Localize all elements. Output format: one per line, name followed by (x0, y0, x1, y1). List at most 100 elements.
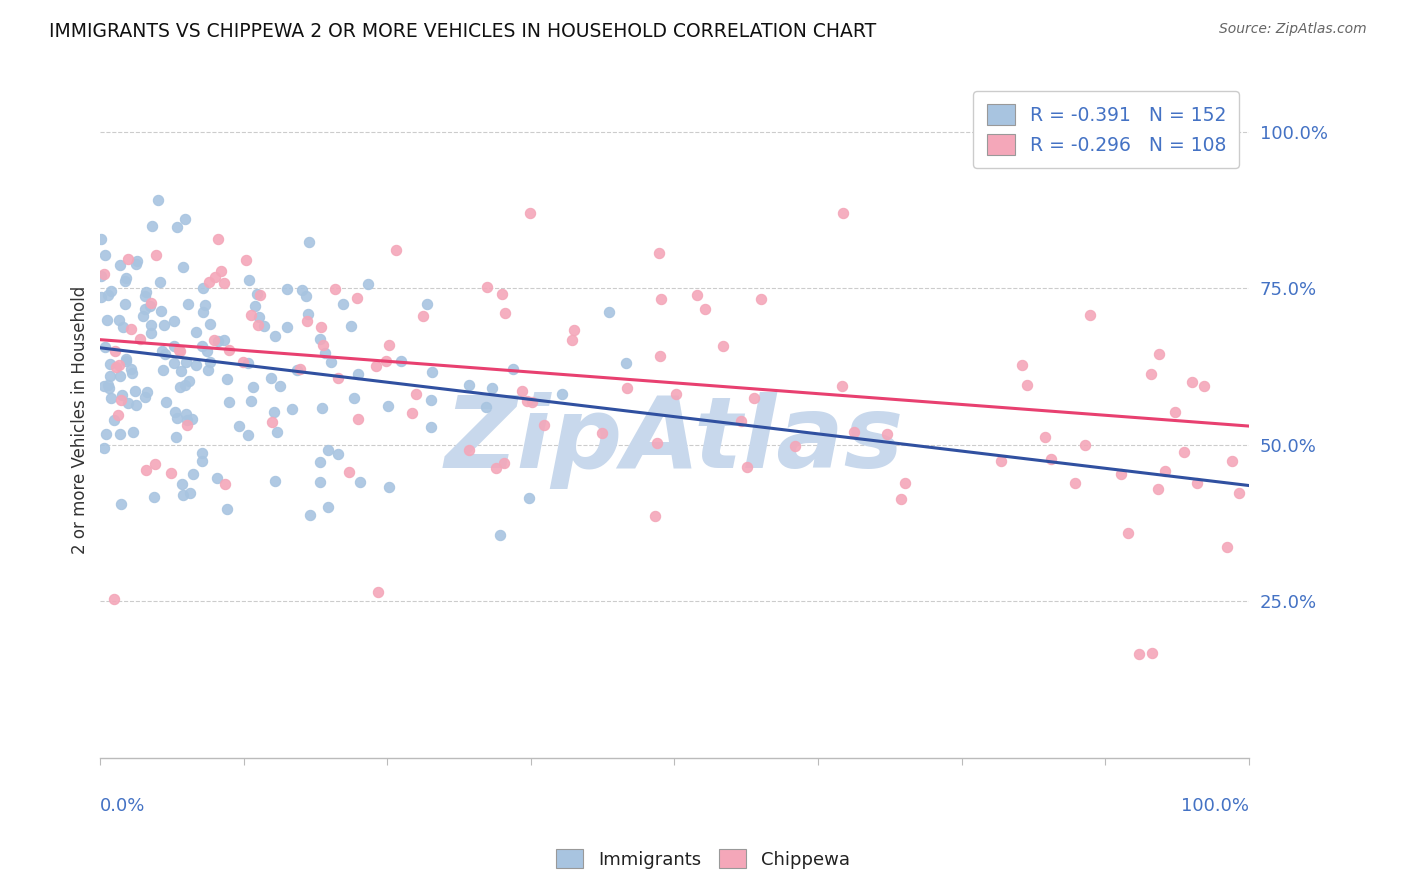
Point (280, 402, 302, 417)
Point (191, 339, 214, 353)
Point (665, 387, 688, 401)
Point (744, 391, 766, 405)
Point (107, 358, 129, 372)
Point (155, 395, 177, 409)
Point (174, 407, 197, 421)
Point (115, 354, 138, 368)
Point (385, 243, 408, 257)
Point (90, 269, 112, 284)
Point (1033, 430, 1056, 444)
Point (551, 387, 574, 401)
Point (489, 527, 512, 541)
Point (522, 394, 544, 409)
Point (253, 318, 276, 333)
Point (212, 277, 235, 291)
Point (202, 333, 225, 347)
Point (181, 412, 204, 426)
Point (1015, 377, 1038, 392)
Point (163, 357, 186, 371)
Point (169, 343, 191, 358)
Point (844, 425, 866, 439)
Point (1109, 467, 1132, 481)
Point (145, 248, 167, 262)
Point (108, 313, 131, 327)
Point (297, 307, 319, 321)
Point (1164, 405, 1187, 419)
Point (197, 363, 219, 377)
Point (172, 476, 194, 491)
Point (367, 584, 389, 599)
Point (100, 391, 122, 405)
Point (737, 460, 759, 475)
Point (491, 286, 513, 301)
Point (412, 310, 434, 324)
Point (165, 430, 187, 444)
Point (485, 461, 508, 475)
Point (103, 413, 125, 427)
Point (311, 401, 333, 415)
Point (200, 355, 222, 369)
Point (893, 476, 915, 491)
Point (214, 477, 236, 491)
Point (1128, 647, 1150, 661)
Point (111, 320, 134, 334)
Point (179, 374, 201, 388)
Point (141, 219, 163, 233)
Point (314, 346, 336, 360)
Point (238, 273, 260, 287)
Point (650, 292, 672, 306)
Point (295, 289, 318, 303)
Point (184, 325, 207, 339)
Point (405, 387, 427, 401)
Text: Source: ZipAtlas.com: Source: ZipAtlas.com (1219, 22, 1367, 37)
Point (97, 377, 120, 392)
Point (209, 264, 232, 278)
Point (215, 372, 238, 386)
Point (1147, 482, 1170, 496)
Point (104, 344, 127, 359)
Point (693, 302, 716, 317)
Point (494, 456, 516, 470)
Point (416, 296, 439, 310)
Point (647, 245, 669, 260)
Point (366, 359, 388, 374)
Point (249, 287, 271, 301)
Point (135, 285, 157, 300)
Point (110, 497, 132, 511)
Point (160, 466, 183, 480)
Point (419, 420, 441, 434)
Point (90, 290, 112, 304)
Point (135, 463, 157, 477)
Point (502, 362, 524, 376)
Point (172, 488, 194, 502)
Point (108, 427, 131, 442)
Point (242, 379, 264, 393)
Point (389, 354, 412, 368)
Point (1181, 375, 1204, 389)
Point (343, 391, 366, 405)
Point (114, 270, 136, 285)
Point (153, 318, 176, 332)
Point (347, 412, 370, 426)
Point (97, 288, 120, 302)
Point (346, 291, 368, 305)
Point (114, 297, 136, 311)
Point (166, 410, 188, 425)
Point (316, 500, 339, 515)
Point (122, 425, 145, 440)
Point (107, 408, 129, 422)
Point (240, 393, 263, 408)
Point (323, 282, 346, 296)
Point (98, 369, 121, 384)
Point (269, 379, 291, 393)
Point (340, 318, 363, 333)
Point (1140, 367, 1163, 381)
Point (228, 418, 250, 433)
Point (183, 467, 205, 481)
Text: 100.0%: 100.0% (1181, 797, 1249, 814)
Point (481, 380, 503, 394)
Point (1063, 475, 1085, 490)
Point (212, 333, 235, 347)
Point (198, 317, 221, 331)
Point (111, 388, 134, 402)
